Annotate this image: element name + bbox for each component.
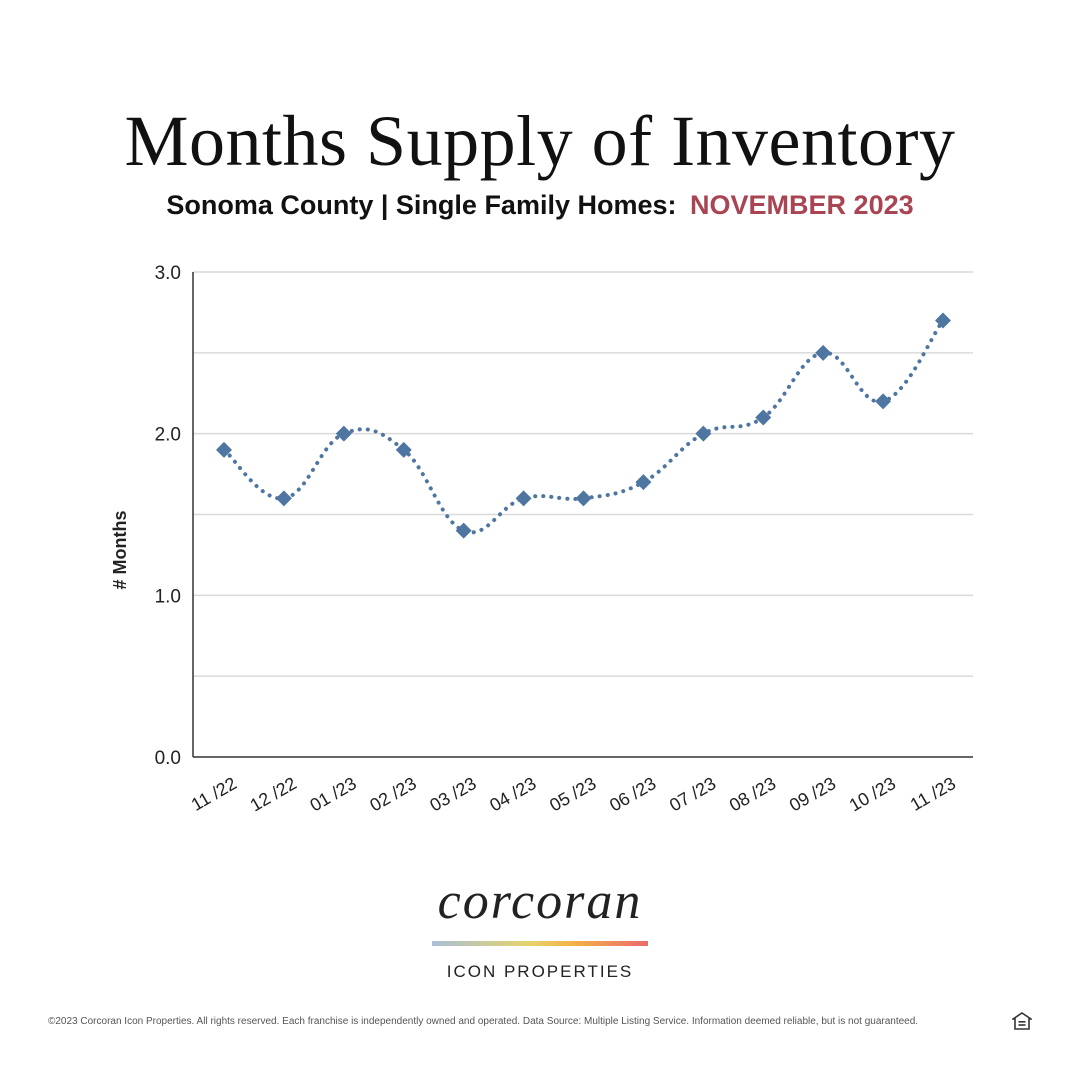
x-tick-label: 01 /23 [306,773,359,815]
x-tick-label: 11 /23 [907,773,959,815]
logo-gradient-bar [432,941,648,946]
data-point [335,425,352,442]
data-point [875,393,892,410]
corcoran-logo: corcoran [437,873,643,930]
data-point [815,344,832,361]
logo-subtitle: ICON PROPERTIES [446,962,634,981]
series-markers [216,312,951,539]
x-tick-labels: 11 /22 12 /22 01 /23 02 /23 03 /23 04 /23 05 /… [188,773,959,815]
x-tick-label: 04 /23 [486,773,539,815]
chart-subtitle: Sonoma County | Single Family Homes: NOV… [0,190,1080,221]
data-point [935,312,951,329]
data-point [575,490,592,507]
x-tick-label: 07 /23 [666,773,719,815]
data-point [216,441,232,458]
x-tick-label: 05 /23 [546,773,599,815]
chart-axes [192,272,973,758]
subtitle-text: Sonoma County | Single Family Homes: [166,190,677,220]
equal-housing-icon [1012,1012,1032,1030]
y-tick-labels: 0.0 1.0 2.0 3.0 [155,263,181,769]
x-tick-label: 03 /23 [426,773,479,815]
x-tick-label: 11 /22 [188,773,240,815]
y-tick-label: 0.0 [155,748,181,769]
footer-disclaimer: ©2023 Corcoran Icon Properties. All righ… [48,1016,919,1027]
x-tick-label: 06 /23 [606,773,659,815]
data-point [395,441,412,458]
chart-title: Months Supply of Inventory [124,101,956,181]
data-point [515,490,532,507]
data-point [695,425,712,442]
y-axis-label: # Months [110,511,130,590]
y-tick-label: 2.0 [155,425,181,446]
x-tick-label: 08 /23 [726,773,779,815]
y-tick-label: 1.0 [155,586,181,607]
x-tick-label: 12 /22 [247,773,300,815]
x-tick-label: 09 /23 [786,773,839,815]
data-point [455,522,472,539]
y-tick-label: 3.0 [155,263,181,284]
chart-grid [193,271,973,677]
x-tick-label: 02 /23 [366,773,419,815]
data-point [755,409,772,426]
x-tick-label: 10 /23 [846,773,899,815]
subtitle-date: NOVEMBER 2023 [690,190,914,220]
data-point [635,474,652,491]
data-point [275,490,292,507]
